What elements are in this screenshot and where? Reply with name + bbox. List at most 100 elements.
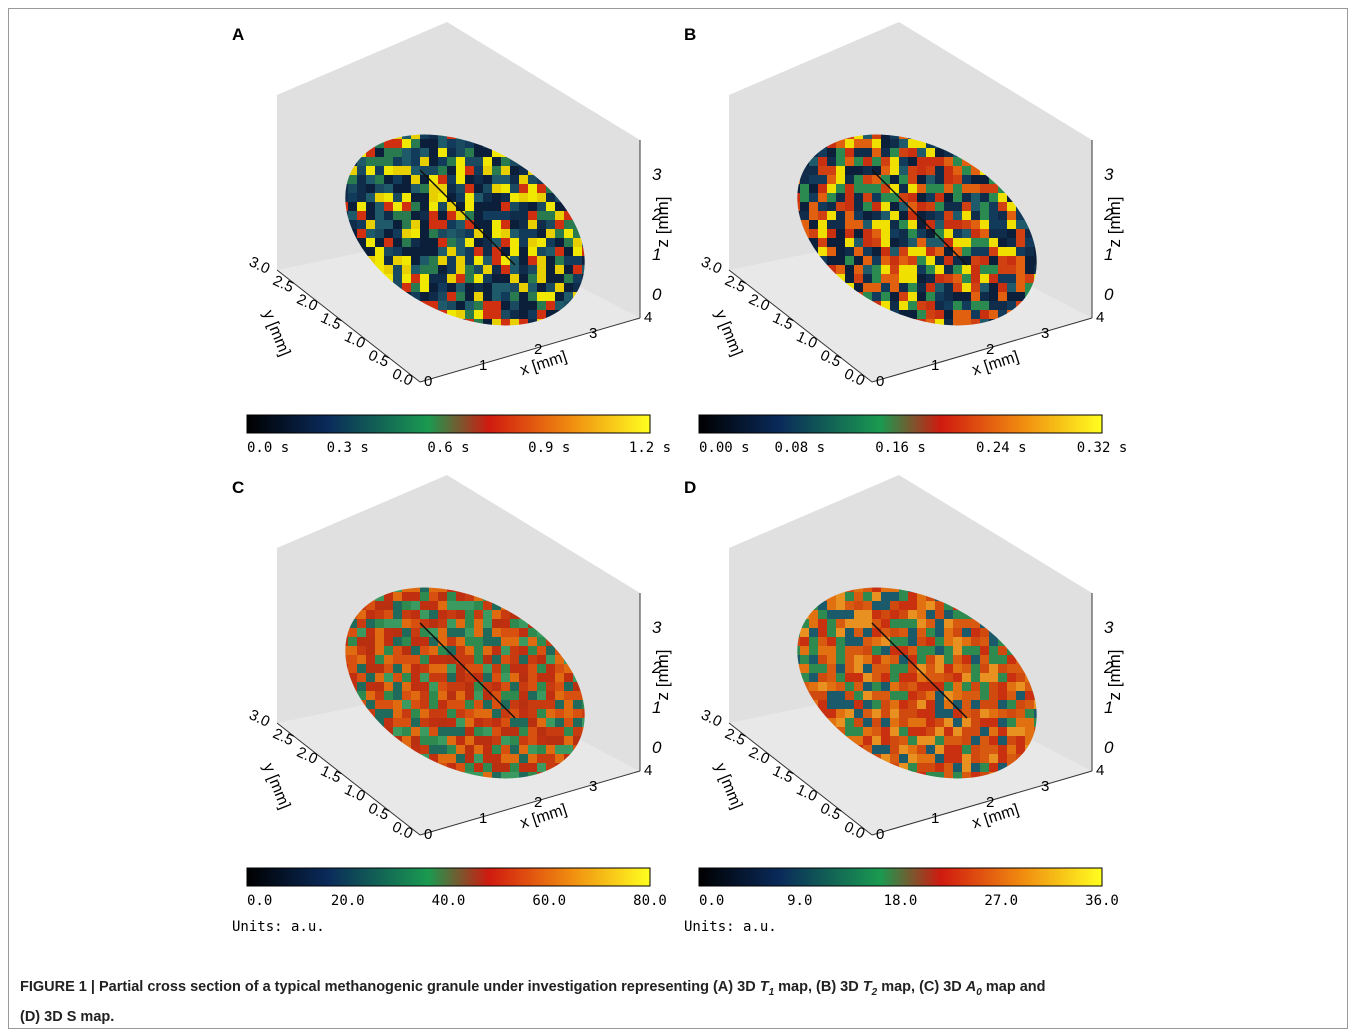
voxel (465, 283, 474, 292)
voxel (501, 763, 510, 772)
voxel (854, 139, 863, 148)
voxel (528, 283, 537, 292)
voxel (845, 682, 854, 691)
voxel (384, 211, 393, 220)
caption-text: T (760, 979, 769, 995)
voxel (438, 727, 447, 736)
voxel (890, 265, 899, 274)
voxel (393, 238, 402, 247)
voxel (447, 754, 456, 763)
voxel (447, 157, 456, 166)
voxel (935, 709, 944, 718)
voxel (564, 283, 573, 292)
voxel (971, 292, 980, 301)
voxel (935, 763, 944, 772)
voxel (962, 283, 971, 292)
voxel (809, 220, 818, 229)
voxel (854, 727, 863, 736)
voxel (917, 274, 926, 283)
voxel (836, 691, 845, 700)
voxel (953, 274, 962, 283)
voxel (465, 745, 474, 754)
voxel (483, 646, 492, 655)
voxel (854, 682, 863, 691)
voxel (447, 166, 456, 175)
voxel (872, 745, 881, 754)
voxel (908, 628, 917, 637)
voxel (998, 256, 1007, 265)
voxel (375, 646, 384, 655)
voxel (980, 229, 989, 238)
voxel (1016, 736, 1025, 745)
voxel (1007, 736, 1016, 745)
voxel (854, 175, 863, 184)
voxel (555, 238, 564, 247)
voxel (845, 265, 854, 274)
voxel (899, 292, 908, 301)
voxel (429, 727, 438, 736)
voxel (845, 220, 854, 229)
voxel (510, 283, 519, 292)
panel: D0123z [mm]01234x [mm]0.00.51.01.52.02.5… (684, 475, 1124, 935)
voxel (447, 673, 456, 682)
voxel (393, 148, 402, 157)
voxel (908, 193, 917, 202)
voxel (926, 646, 935, 655)
voxel (926, 256, 935, 265)
voxel (908, 220, 917, 229)
voxel (465, 727, 474, 736)
voxel (402, 601, 411, 610)
voxel (546, 718, 555, 727)
voxel (528, 646, 537, 655)
voxel (917, 193, 926, 202)
voxel (420, 592, 429, 601)
voxel (375, 202, 384, 211)
voxel (483, 265, 492, 274)
voxel (375, 682, 384, 691)
voxel (366, 202, 375, 211)
voxel (348, 184, 357, 193)
voxel (971, 265, 980, 274)
voxel (537, 247, 546, 256)
voxel (944, 256, 953, 265)
voxel (357, 166, 366, 175)
voxel (845, 700, 854, 709)
voxel (944, 211, 953, 220)
colorbar-tick-label: 0.32 s (1077, 440, 1128, 456)
voxel (501, 301, 510, 310)
voxel (899, 256, 908, 265)
voxel (899, 619, 908, 628)
voxel (474, 682, 483, 691)
voxel (836, 148, 845, 157)
voxel (962, 727, 971, 736)
voxel (456, 637, 465, 646)
voxel (971, 691, 980, 700)
voxel (537, 655, 546, 664)
voxel (492, 736, 501, 745)
voxel (800, 628, 809, 637)
voxel (980, 727, 989, 736)
voxel (953, 637, 962, 646)
voxel (474, 628, 483, 637)
voxel (393, 610, 402, 619)
caption: FIGURE 1 | Partial cross section of a ty… (20, 975, 1340, 1029)
voxel (827, 175, 836, 184)
voxel (546, 247, 555, 256)
voxel (501, 754, 510, 763)
voxel (564, 247, 573, 256)
voxel (483, 247, 492, 256)
colorbar-tick-label: 27.0 (984, 893, 1018, 909)
voxel (492, 610, 501, 619)
voxel (917, 148, 926, 157)
voxel (1007, 283, 1016, 292)
voxel (465, 619, 474, 628)
voxel (429, 274, 438, 283)
voxel (917, 310, 926, 319)
voxel (366, 646, 375, 655)
voxel (836, 256, 845, 265)
voxel (456, 193, 465, 202)
y-axis-title: y [mm] (711, 308, 745, 359)
figure: A0123z [mm]01234x [mm]0.00.51.01.52.02.5… (0, 0, 1358, 965)
voxel (872, 592, 881, 601)
voxel (881, 655, 890, 664)
